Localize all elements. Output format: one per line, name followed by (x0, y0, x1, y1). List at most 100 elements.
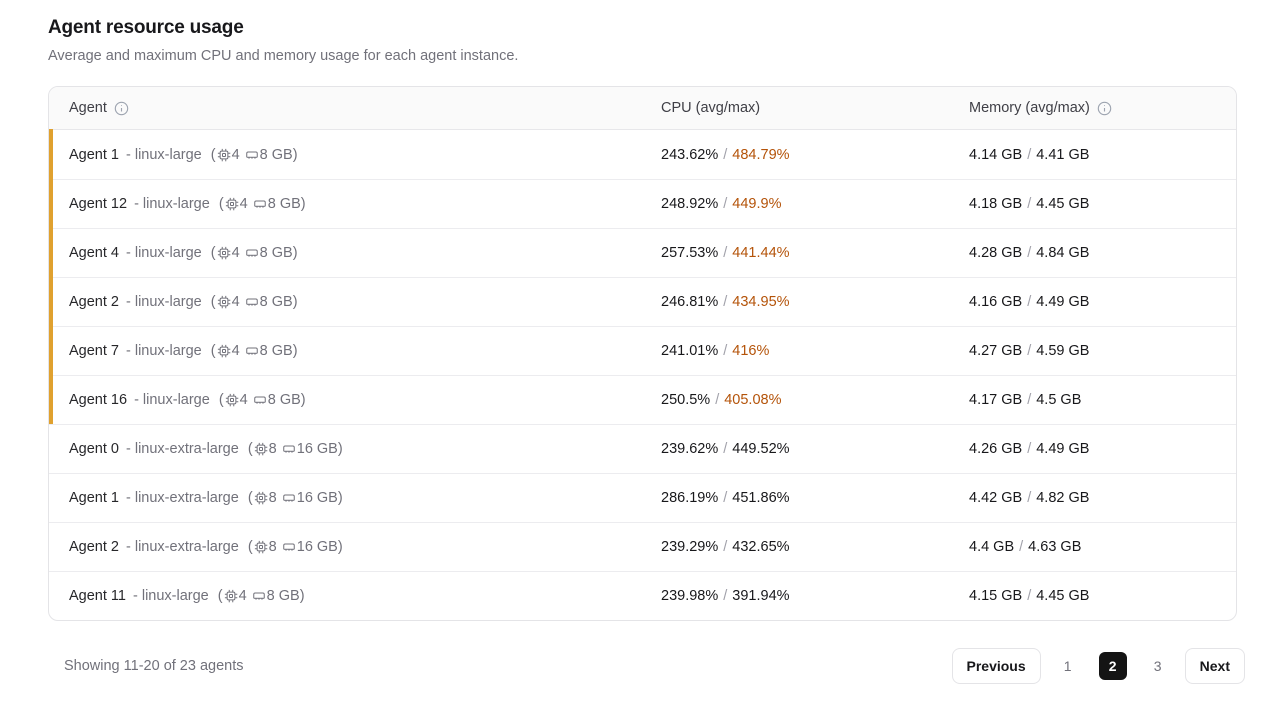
cpu-avg-value: 248.92% (661, 196, 719, 212)
cpu-max-value: 434.95% (732, 294, 790, 310)
memory-avg-value: 4.16 GB (969, 294, 1023, 310)
open-paren: ( (247, 490, 253, 506)
table-row: Agent 11 - linux-large ( (49, 571, 1236, 620)
agent-instance-type: - linux-large (126, 343, 202, 359)
cpu-chip-icon (224, 589, 238, 603)
value-separator: / (723, 490, 728, 506)
info-icon[interactable] (1097, 101, 1112, 116)
agent-name: Agent 16 (69, 392, 128, 408)
open-paren: ( (210, 245, 216, 261)
cpu-avg-value: 241.01% (661, 343, 719, 359)
previous-button[interactable]: Previous (951, 648, 1041, 684)
page-header: Agent resource usage Average and maximum… (0, 0, 1285, 64)
table-row: Agent 2 - linux-extra-large ( (49, 522, 1236, 571)
cpu-max-value: 484.79% (732, 146, 790, 163)
agent-name: Agent 1 (69, 146, 119, 163)
page-number-2-active[interactable]: 2 (1098, 652, 1127, 680)
next-button[interactable]: Next (1184, 648, 1245, 684)
cpu-chip-icon (217, 148, 231, 162)
cpu-usage-cell: 243.62%/484.79% (641, 147, 949, 163)
cpu-avg-value: 250.5% (661, 392, 711, 408)
agent-instance-type: - linux-extra-large (126, 490, 239, 506)
ram-size: 16 GB (296, 490, 338, 506)
info-icon[interactable] (114, 101, 129, 116)
value-separator: / (1027, 343, 1032, 359)
memory-max-value: 4.49 GB (1036, 441, 1090, 457)
cpu-chip-icon (217, 246, 231, 260)
close-paren: ) (337, 490, 343, 506)
value-separator: / (723, 539, 728, 555)
agent-cell: Agent 0 - linux-extra-large ( (49, 441, 641, 457)
page-number-1[interactable]: 1 (1063, 658, 1072, 674)
value-separator: / (723, 196, 728, 212)
agent-name: Agent 0 (69, 441, 119, 457)
memory-usage-cell: 4.18 GB/4.45 GB (949, 196, 1236, 212)
value-separator: / (1027, 392, 1032, 408)
memory-avg-value: 4.15 GB (969, 588, 1023, 604)
cpu-max-value: 449.9% (732, 196, 782, 212)
agent-specs: ( 8 (248, 539, 343, 555)
memory-max-value: 4.82 GB (1036, 490, 1090, 506)
cpu-count: 4 (238, 588, 247, 604)
agent-column-label: Agent (69, 100, 107, 116)
agent-usage-table: Agent CPU (avg/max) Memory (avg/max) (48, 86, 1237, 621)
ram-size: 8 GB (259, 245, 293, 261)
memory-stick-icon (245, 344, 259, 358)
table-row: Agent 7 - linux-large ( 4 (49, 326, 1236, 375)
memory-stick-icon (282, 442, 296, 456)
ram-size: 16 GB (296, 539, 338, 555)
cpu-usage-cell: 239.98%/391.94% (641, 588, 949, 604)
value-separator: / (723, 441, 728, 457)
table-row: Agent 4 - linux-large ( 4 (49, 228, 1236, 277)
ram-size: 16 GB (296, 441, 338, 457)
memory-max-value: 4.5 GB (1036, 392, 1082, 408)
close-paren: ) (299, 588, 305, 604)
page-title: Agent resource usage (48, 17, 244, 38)
agent-instance-type: - linux-large (132, 588, 209, 604)
cpu-chip-icon (217, 344, 231, 358)
cpu-max-value: 449.52% (732, 441, 790, 457)
value-separator: / (723, 146, 728, 163)
cpu-usage-cell: 248.92%/449.9% (641, 196, 949, 212)
value-separator: / (723, 343, 728, 359)
ram-size: 8 GB (259, 294, 293, 310)
agent-instance-type: - linux-large (126, 245, 202, 261)
cpu-chip-icon (254, 491, 268, 505)
memory-avg-value: 4.42 GB (969, 490, 1023, 506)
memory-stick-icon (245, 246, 259, 260)
cpu-usage-cell: 239.62%/449.52% (641, 441, 949, 457)
agent-name: Agent 12 (69, 196, 128, 212)
agent-specs: ( 4 (211, 147, 298, 163)
column-header-cpu: CPU (avg/max) (641, 100, 949, 116)
open-paren: ( (210, 343, 216, 359)
ram-size: 8 GB (266, 588, 300, 604)
agent-name: Agent 4 (69, 245, 119, 261)
table-row: Agent 2 - linux-large ( 4 (49, 277, 1236, 326)
memory-avg-value: 4.14 GB (969, 146, 1023, 163)
memory-usage-cell: 4.15 GB/4.45 GB (949, 588, 1236, 604)
agent-cell: Agent 4 - linux-large ( 4 (49, 245, 641, 261)
cpu-avg-value: 239.62% (661, 441, 719, 457)
cpu-count: 4 (231, 294, 240, 310)
agent-instance-type: - linux-large (134, 392, 210, 408)
memory-max-value: 4.41 GB (1036, 146, 1090, 163)
cpu-max-value: 416% (732, 343, 770, 359)
cpu-count: 4 (231, 245, 240, 261)
value-separator: / (723, 245, 728, 261)
agent-name: Agent 7 (69, 343, 119, 359)
page-number-3[interactable]: 3 (1153, 658, 1162, 674)
cpu-avg-value: 243.62% (661, 146, 719, 163)
close-paren: ) (337, 441, 343, 457)
agent-instance-type: - linux-large (126, 294, 202, 310)
memory-max-value: 4.59 GB (1036, 343, 1090, 359)
cpu-usage-cell: 239.29%/432.65% (641, 539, 949, 555)
cpu-count: 4 (231, 146, 240, 163)
cpu-count: 4 (231, 343, 240, 359)
table-row: Agent 16 - linux-large ( (49, 375, 1236, 424)
agent-cell: Agent 1 - linux-large ( 4 (49, 147, 641, 163)
close-paren: ) (300, 392, 306, 408)
close-paren: ) (300, 196, 306, 212)
cpu-count: 4 (239, 392, 248, 408)
memory-usage-cell: 4.42 GB/4.82 GB (949, 490, 1236, 506)
memory-avg-value: 4.26 GB (969, 441, 1023, 457)
